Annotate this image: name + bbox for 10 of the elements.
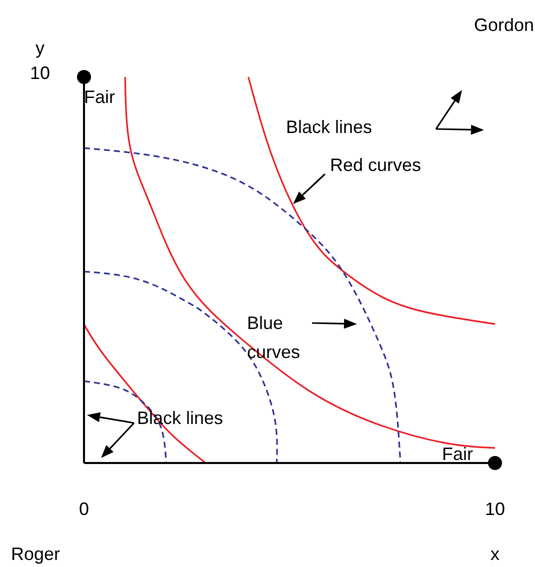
y-axis-title: y <box>36 38 44 58</box>
text: Gordon <box>474 15 534 35</box>
annotation: Black lines <box>286 117 372 137</box>
x-tick-label: 0 <box>78 499 90 519</box>
x-axis-title: x <box>490 544 500 564</box>
annotation: Fair <box>442 444 474 464</box>
text: Roger <box>11 544 60 564</box>
text: 10 <box>30 63 50 83</box>
annotation: Fair <box>84 87 116 107</box>
annotation: Red curves <box>330 155 422 175</box>
